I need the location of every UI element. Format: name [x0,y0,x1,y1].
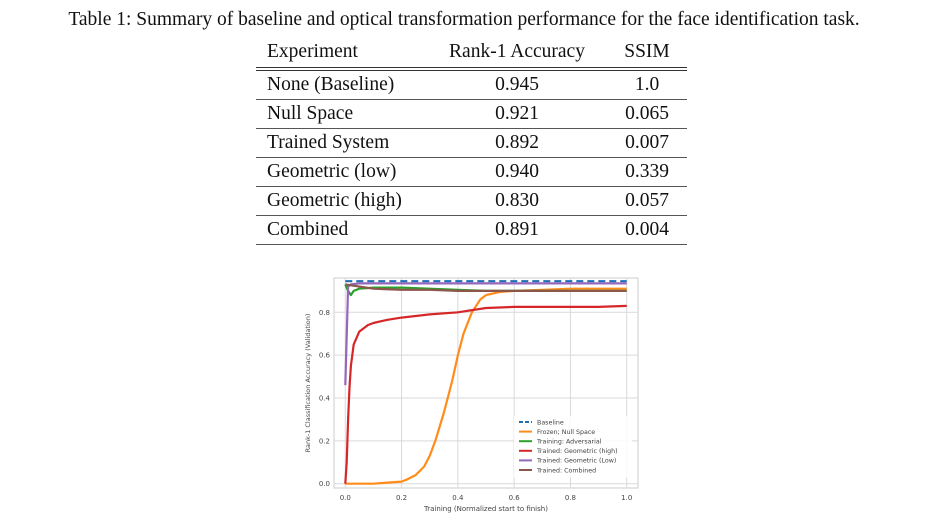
x-tick-label: 0.2 [396,494,407,502]
x-tick-label: 0.6 [509,494,521,502]
table-header-row: Experiment Rank-1 Accuracy SSIM [256,36,687,69]
y-tick-label: 0.2 [319,437,330,445]
series-line-3 [344,304,627,484]
legend-label: Training: Adversarial [536,439,602,446]
cell-ssim: 0.057 [625,190,669,211]
cell-ssim: 0.065 [625,103,669,124]
legend-box [514,416,632,478]
legend-label: Trained: Geometric (Low) [536,458,616,465]
cell-accuracy: 0.945 [495,74,539,95]
cell-accuracy: 0.830 [495,190,539,211]
table-row: None (Baseline) 0.945 1.0 [256,69,687,100]
header-experiment: Experiment [267,40,358,62]
x-tick-label: 0.8 [565,494,576,502]
cell-experiment: Combined [267,219,349,240]
legend-label: Baseline [537,419,564,426]
cell-experiment: Null Space [267,103,354,124]
legend-label: Trained: Geometric (high) [536,448,618,455]
cell-experiment: Trained System [267,132,390,153]
cell-experiment: None (Baseline) [267,74,395,95]
legend-label: Trained: Combined [536,467,596,474]
x-tick-label: 0.4 [452,494,464,502]
cell-ssim: 0.007 [625,132,669,153]
cell-accuracy: 0.891 [495,219,539,240]
header-ssim: SSIM [624,40,670,62]
cell-experiment: Geometric (high) [267,190,402,211]
y-tick-label: 0.8 [319,309,330,317]
table-row: Combined 0.891 0.004 [256,216,687,245]
table-row: Geometric (high) 0.830 0.057 [256,187,687,216]
y-tick-label: 0.0 [319,480,330,488]
y-tick-label: 0.4 [319,395,331,403]
cell-accuracy: 0.921 [495,103,539,124]
table-row: Trained System 0.892 0.007 [256,129,687,158]
table-row: Null Space 0.921 0.065 [256,100,687,129]
y-axis-label: Rank-1 Classification Accuracy (Validati… [304,314,312,453]
x-tick-label: 1.0 [621,494,632,502]
cell-ssim: 0.004 [625,219,669,240]
table-row: Geometric (low) 0.940 0.339 [256,158,687,187]
cell-experiment: Geometric (low) [267,161,397,182]
x-tick-label: 0.0 [340,494,351,502]
x-axis-label: Training (Normalized start to finish) [423,505,548,513]
table-caption: Table 1: Summary of baseline and optical… [68,9,860,30]
legend-label: Frozen; Null Space [537,429,595,436]
cell-accuracy: 0.940 [495,161,539,182]
series-line-5 [345,283,627,292]
cell-ssim: 0.339 [625,161,669,182]
results-table: Experiment Rank-1 Accuracy SSIM None (Ba… [256,36,687,245]
cell-accuracy: 0.892 [495,132,539,153]
cell-ssim: 1.0 [634,74,660,95]
accuracy-chart: 0.0 0.2 0.4 0.6 0.8 1.0 0.0 0.2 0.4 0.6 0.8 Trainin… [298,272,643,518]
accuracy-chart-svg: 0.0 0.2 0.4 0.6 0.8 1.0 0.0 0.2 0.4 0.6 0.8 Trainin… [304,277,639,513]
header-rank1-accuracy: Rank-1 Accuracy [449,40,585,62]
y-tick-label: 0.6 [319,352,331,360]
